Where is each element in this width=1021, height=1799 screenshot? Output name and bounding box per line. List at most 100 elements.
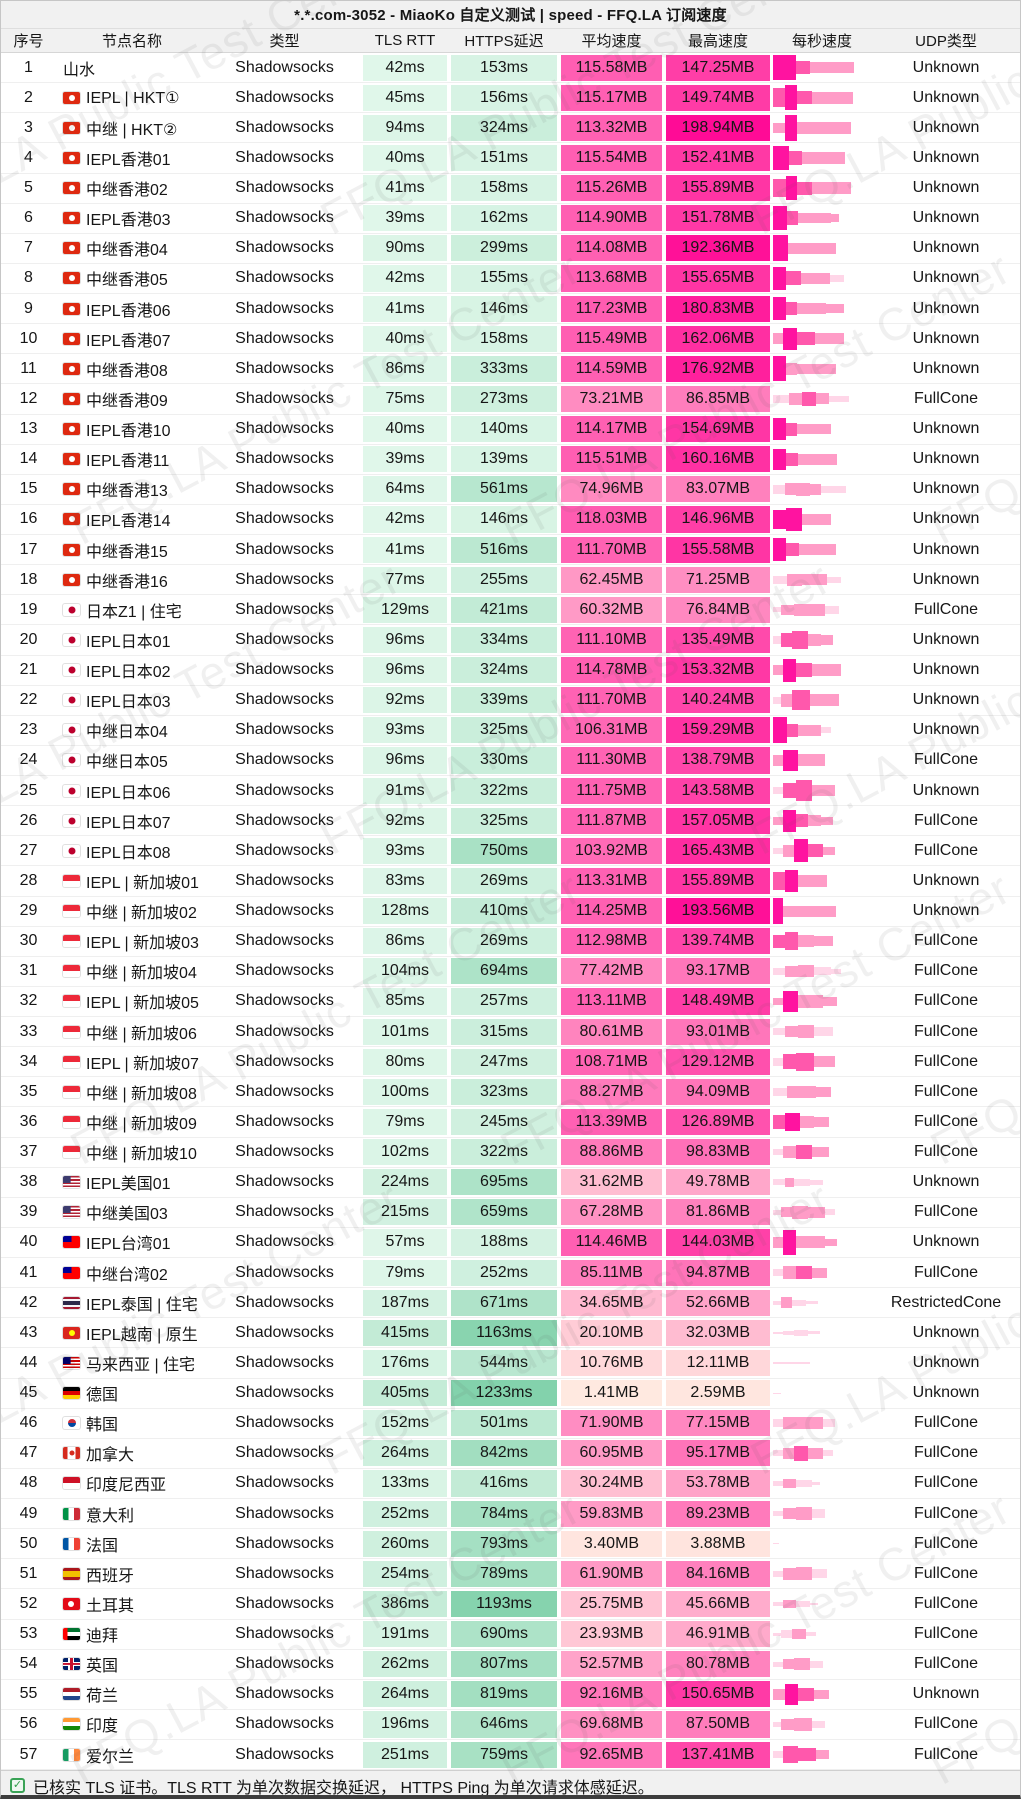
max-speed-cell: 81.86MB xyxy=(664,1198,772,1227)
sparkline-bar xyxy=(797,122,851,134)
flag-icon-my xyxy=(63,1356,80,1369)
https-latency-value: 646ms xyxy=(451,1711,557,1738)
avg-speed-cell: 111.70MB xyxy=(559,686,664,715)
node-name-label: IEPL香港14 xyxy=(86,513,171,531)
sparkline-bar xyxy=(773,484,785,494)
sparkline-bar xyxy=(794,1658,810,1670)
node-name-cell: IEPL香港11 xyxy=(56,445,208,474)
table-body: 1 山水 Shadowsocks 42ms 153ms 115.58MB 147.25MB U… xyxy=(1,53,1020,1771)
flag-icon-sg xyxy=(63,1115,80,1128)
table-row: 37 中继 | 新加坡10 Shadowsocks 102ms 322ms 88.86MB… xyxy=(1,1137,1020,1168)
node-name-cell: 加拿大 xyxy=(56,1439,208,1468)
sparkline-bar xyxy=(773,816,783,825)
node-name-label: IEPL日本03 xyxy=(86,694,171,712)
table-row: 31 中继 | 新加坡04 Shadowsocks 104ms 694ms 77.42MB… xyxy=(1,956,1020,987)
tls-rtt-cell: 80ms xyxy=(361,1047,449,1076)
max-speed-cell: 152.41MB xyxy=(664,143,772,172)
https-latency-cell: 339ms xyxy=(449,686,559,715)
rank-cell: 40 xyxy=(19,1233,38,1251)
sparkline-bar xyxy=(827,576,841,583)
max-speed-value: 147.25MB xyxy=(666,54,770,81)
avg-speed-value: 25.75MB xyxy=(561,1590,662,1617)
flag-icon-hk xyxy=(63,302,80,315)
sparkline-bar xyxy=(784,1177,795,1187)
table-row: 29 中继 | 新加坡02 Shadowsocks 128ms 410ms 114.25M… xyxy=(1,896,1020,927)
sparkline-bar xyxy=(796,1601,810,1607)
max-speed-value: 93.01MB xyxy=(666,1018,770,1045)
sparkline-bar xyxy=(802,392,816,406)
speed-sparkline xyxy=(772,1740,872,1769)
tls-rtt-cell: 77ms xyxy=(361,565,449,594)
udp-type-cell: FullCone xyxy=(913,1143,979,1161)
sparkline-bar xyxy=(773,1543,779,1545)
https-latency-value: 789ms xyxy=(451,1560,557,1587)
node-name-label: 德国 xyxy=(86,1387,119,1405)
node-name-cell: IEPL泰国 | 住宅 xyxy=(56,1288,208,1317)
table-row: 39 中继美国03 Shadowsocks 215ms 659ms 67.28MB 81.8… xyxy=(1,1197,1020,1228)
table-row: 2 IEPL | HKT① Shadowsocks 45ms 156ms 115.17MB… xyxy=(1,83,1020,114)
sparkline-bar xyxy=(773,145,789,170)
node-name-label: 中继日本05 xyxy=(86,754,168,772)
sparkline-bar xyxy=(800,1085,816,1099)
https-latency-value: 146ms xyxy=(451,295,557,322)
speed-sparkline xyxy=(772,656,872,685)
node-type-cell: Shadowsocks xyxy=(235,1082,334,1100)
node-type-cell: Shadowsocks xyxy=(235,1534,334,1552)
sparkline-bar xyxy=(816,424,832,434)
max-speed-value: 135.49MB xyxy=(666,626,770,653)
sparkline-bar xyxy=(785,543,800,557)
tls-rtt-value: 187ms xyxy=(363,1289,447,1316)
sparkline-bar xyxy=(813,967,832,976)
node-type-cell: Shadowsocks xyxy=(235,1564,334,1582)
node-name-cell: 中继香港16 xyxy=(56,565,208,594)
node-name-label: 中继 | 新加坡08 xyxy=(86,1085,197,1103)
https-latency-cell: 516ms xyxy=(449,535,559,564)
sparkline-bar xyxy=(811,1482,820,1485)
max-speed-cell: 77.15MB xyxy=(664,1409,772,1438)
speed-sparkline xyxy=(772,746,872,775)
avg-speed-value: 59.83MB xyxy=(561,1500,662,1527)
node-name-cell: 中继 | 新加坡06 xyxy=(56,1017,208,1046)
udp-type-cell: FullCone xyxy=(913,1745,979,1763)
table-row: 4 IEPL香港01 Shadowsocks 40ms 151ms 115.54MB 152… xyxy=(1,143,1020,174)
speed-sparkline xyxy=(772,716,872,745)
max-speed-cell: 176.92MB xyxy=(664,354,772,383)
udp-type-cell: Unknown xyxy=(912,1233,980,1251)
page-title: *.*.com-3052 - MiaoKo 自定义测试 | speed - FF… xyxy=(294,7,727,24)
rank-cell: 38 xyxy=(19,1173,38,1191)
node-name-label: IEPL | 新加坡01 xyxy=(86,874,199,892)
max-speed-cell: 76.84MB xyxy=(664,595,772,624)
avg-speed-cell: 61.90MB xyxy=(559,1559,664,1588)
avg-speed-value: 20.10MB xyxy=(561,1319,662,1346)
node-type-cell: Shadowsocks xyxy=(235,962,334,980)
sparkline-bar xyxy=(773,1721,781,1728)
udp-type-cell: Unknown xyxy=(912,902,980,920)
https-latency-value: 793ms xyxy=(451,1530,557,1557)
table-row: 53 迪拜 Shadowsocks 191ms 690ms 23.93MB 46.91MB F… xyxy=(1,1619,1020,1650)
udp-type-cell: Unknown xyxy=(912,1384,980,1402)
https-latency-cell: 324ms xyxy=(449,113,559,142)
node-type-cell: Shadowsocks xyxy=(235,510,334,528)
sparkline-bar xyxy=(773,1300,781,1305)
node-type-cell: Shadowsocks xyxy=(235,209,334,227)
rank-cell: 51 xyxy=(19,1564,38,1582)
sparkline-bar xyxy=(797,90,812,105)
sparkline-bar xyxy=(798,725,822,736)
flag-icon-sg xyxy=(63,874,80,887)
https-latency-value: 324ms xyxy=(451,657,557,684)
node-type-cell: Shadowsocks xyxy=(235,781,334,799)
node-name-label: IEPL日本02 xyxy=(86,664,171,682)
sparkline-bar xyxy=(815,1749,830,1760)
https-latency-value: 273ms xyxy=(451,385,557,412)
table-row: 20 IEPL日本01 Shadowsocks 96ms 334ms 111.10MB 13… xyxy=(1,625,1020,656)
sparkline-bar xyxy=(805,1301,818,1305)
https-latency-cell: 146ms xyxy=(449,294,559,323)
sparkline-bar xyxy=(830,274,844,283)
tls-rtt-value: 40ms xyxy=(363,416,447,443)
node-name-label: IEPL日本07 xyxy=(86,814,171,832)
sparkline-bar xyxy=(813,1027,834,1036)
max-speed-value: 144.03MB xyxy=(666,1229,770,1256)
max-speed-value: 155.58MB xyxy=(666,536,770,563)
sparkline-bar xyxy=(773,1450,783,1457)
avg-speed-cell: 60.32MB xyxy=(559,595,664,624)
